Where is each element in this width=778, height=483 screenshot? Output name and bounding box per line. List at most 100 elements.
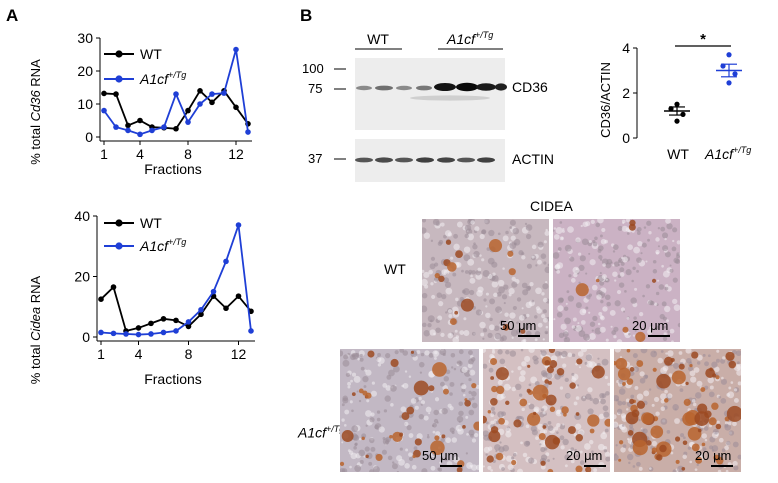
tissue-speck <box>511 456 515 460</box>
data-point <box>197 101 203 107</box>
tissue-speck <box>424 350 430 356</box>
tissue-speck <box>447 309 453 314</box>
tissue-speck <box>421 468 428 472</box>
stained-droplet <box>375 453 383 462</box>
tissue-speck <box>680 433 685 438</box>
tissue-speck <box>509 242 517 249</box>
tissue-speck <box>531 255 535 259</box>
tissue-speck <box>578 264 585 272</box>
tissue-speck <box>392 461 395 464</box>
stained-droplet <box>575 412 580 416</box>
tissue-speck <box>347 381 351 386</box>
stained-droplet <box>629 367 635 372</box>
tissue-speck <box>449 392 453 396</box>
tissue-speck <box>559 435 565 441</box>
stained-droplet <box>715 375 720 380</box>
stained-droplet <box>636 360 644 367</box>
tissue-speck <box>696 380 703 387</box>
data-point <box>680 111 686 117</box>
tissue-speck <box>737 454 741 460</box>
stained-droplet <box>527 364 531 368</box>
tissue-speck <box>487 446 493 451</box>
tissue-speck <box>626 453 634 461</box>
tissue-speck <box>533 408 539 413</box>
tissue-speck <box>471 397 475 401</box>
y-tick-label: 0 <box>622 130 630 146</box>
stained-droplet <box>561 406 569 414</box>
tissue-speck <box>661 264 664 268</box>
tissue-speck <box>702 447 707 452</box>
tissue-speck <box>588 240 592 244</box>
ihc-image <box>614 349 741 472</box>
tissue-speck <box>433 409 439 416</box>
tissue-speck <box>665 352 668 355</box>
y-tick-label: 20 <box>77 63 93 79</box>
tissue-speck <box>618 424 621 427</box>
tissue-speck <box>541 313 546 319</box>
significance-star: * <box>700 31 706 48</box>
tissue-speck <box>516 321 519 325</box>
stained-droplet <box>401 412 410 421</box>
tissue-speck <box>599 326 606 333</box>
tissue-speck <box>402 382 409 389</box>
tissue-speck <box>363 385 367 389</box>
stained-droplet <box>434 272 440 279</box>
tissue-speck <box>517 366 522 371</box>
tissue-speck <box>350 452 357 460</box>
tissue-speck <box>601 274 607 280</box>
stained-droplet <box>367 350 375 358</box>
stained-droplet <box>641 412 654 425</box>
y-tick-label: 10 <box>77 96 93 112</box>
tissue-speck <box>599 392 605 399</box>
tissue-speck <box>472 244 478 250</box>
tissue-speck <box>669 268 674 273</box>
tissue-speck <box>564 337 567 340</box>
tissue-speck <box>525 301 532 309</box>
tissue-speck <box>438 301 444 307</box>
stained-droplet <box>464 400 471 407</box>
tissue-speck <box>440 222 445 227</box>
tissue-speck <box>678 351 683 355</box>
tissue-speck <box>422 269 425 273</box>
tissue-speck <box>359 438 362 441</box>
tissue-speck <box>660 393 667 400</box>
ihc-row-wt: WT <box>384 261 406 277</box>
stained-droplet <box>495 367 509 381</box>
tissue-speck <box>689 370 696 377</box>
stained-droplet <box>651 447 658 453</box>
tissue-speck <box>611 330 617 335</box>
stained-droplet <box>725 351 735 361</box>
tissue-speck <box>580 320 586 325</box>
tissue-speck <box>429 329 436 336</box>
tissue-speck <box>664 251 671 258</box>
tissue-speck <box>626 232 630 235</box>
tissue-speck <box>418 413 424 420</box>
tissue-speck <box>461 384 467 390</box>
tissue-speck <box>342 395 348 402</box>
tissue-speck <box>503 383 511 391</box>
stained-droplet <box>549 360 558 369</box>
tissue-speck <box>667 333 670 336</box>
tissue-speck <box>489 317 493 322</box>
tissue-speck <box>556 409 561 415</box>
stained-droplet <box>340 461 345 466</box>
tissue-speck <box>499 441 502 444</box>
x-tick-label: 1 <box>100 146 108 162</box>
tissue-speck <box>404 370 408 373</box>
data-point <box>221 90 227 96</box>
tissue-speck <box>505 230 509 235</box>
stained-droplet <box>547 468 554 472</box>
tissue-speck <box>652 269 658 274</box>
stained-droplet <box>526 412 541 426</box>
data-point <box>720 63 726 69</box>
tissue-speck <box>515 383 522 391</box>
tissue-speck <box>483 465 485 468</box>
stained-droplet <box>713 454 720 461</box>
y-tick-label: 40 <box>74 208 90 224</box>
tissue-speck <box>580 224 583 228</box>
tissue-speck <box>468 429 475 436</box>
tissue-speck <box>400 406 407 413</box>
tissue-speck <box>344 409 350 415</box>
tissue-speck <box>423 415 429 421</box>
tissue-speck <box>620 447 626 453</box>
